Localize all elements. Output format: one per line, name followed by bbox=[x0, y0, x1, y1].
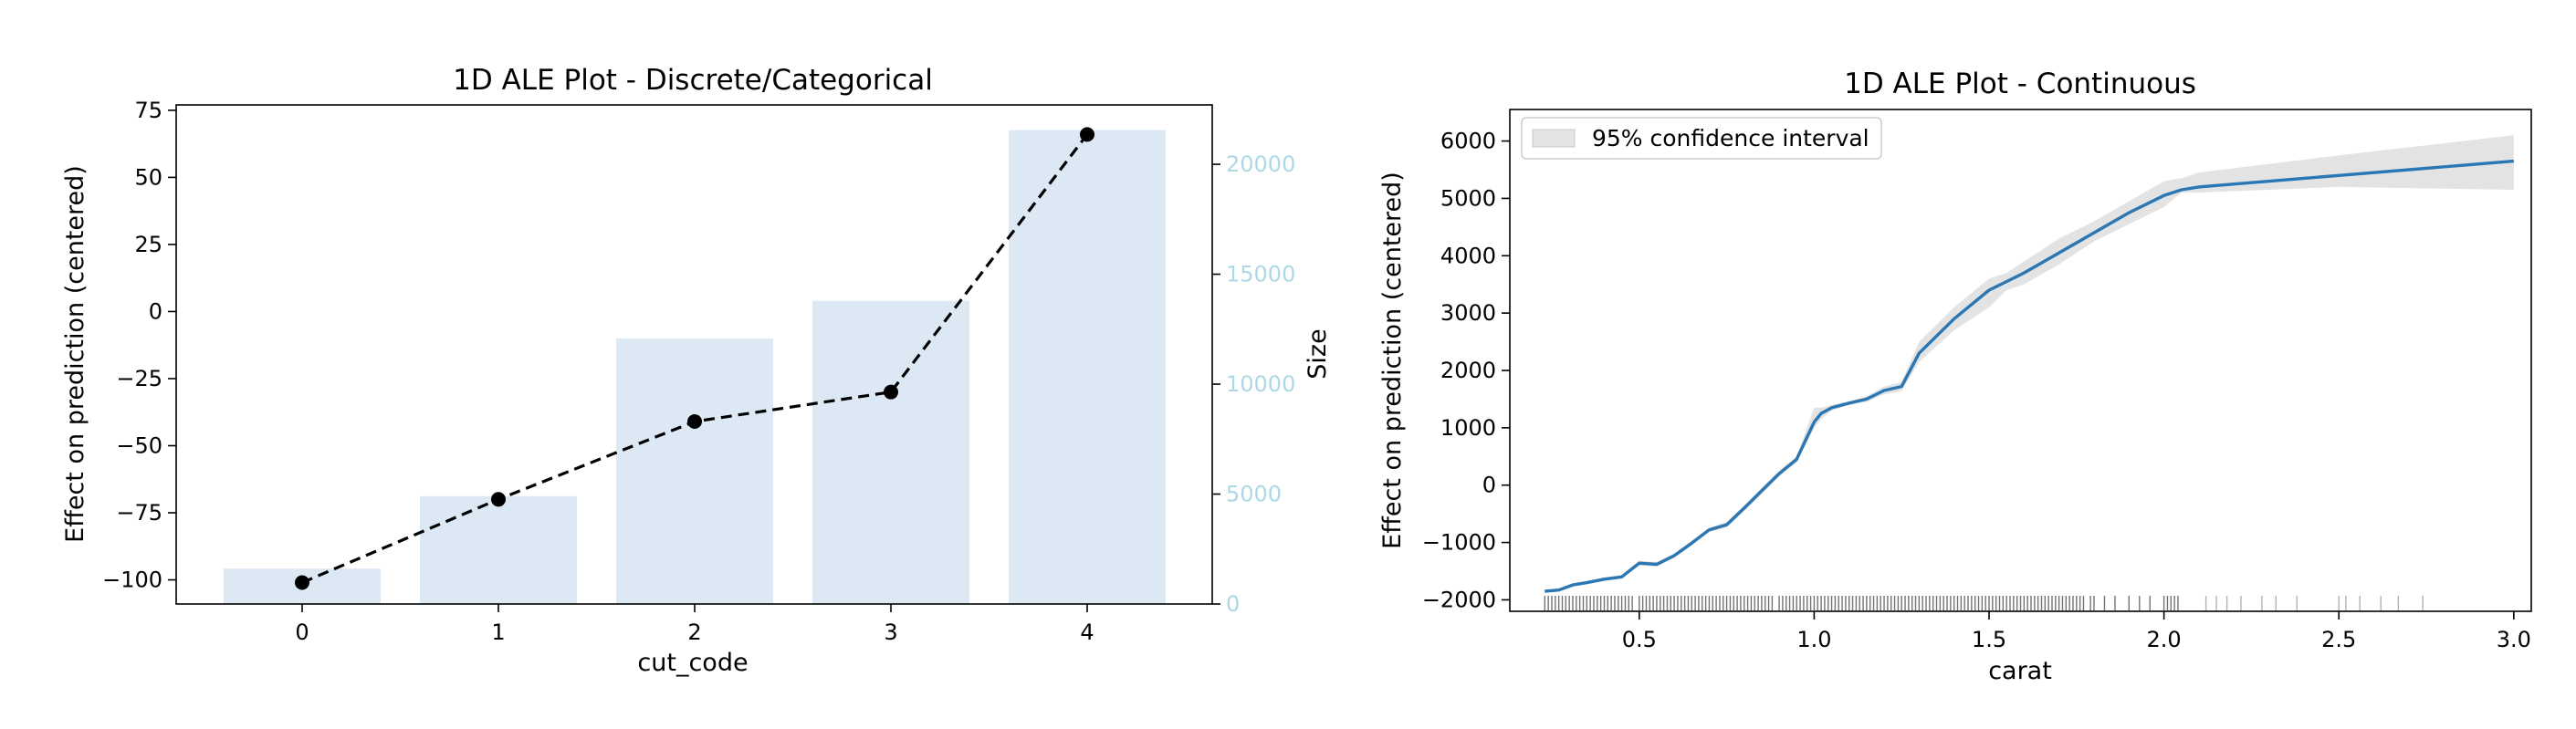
y2tick-label: 0 bbox=[1226, 591, 1240, 617]
xtick-label: 1 bbox=[491, 620, 505, 645]
chart2-frame bbox=[1509, 109, 2532, 612]
ytick-label: 25 bbox=[134, 232, 162, 257]
chart2-confidence-band bbox=[1545, 135, 2514, 593]
bar-4 bbox=[1009, 130, 1166, 604]
ytick-label: −100 bbox=[102, 568, 162, 593]
chart1-y2-ticks: 0 5000 10000 15000 20000 bbox=[1212, 151, 1295, 617]
xtick-label: 1.0 bbox=[1796, 627, 1831, 652]
ytick-label: 6000 bbox=[1440, 129, 1496, 154]
point-3 bbox=[884, 384, 898, 400]
confidence-band bbox=[1545, 135, 2514, 593]
chart2-ylabel: Effect on prediction (centered) bbox=[1378, 172, 1407, 549]
chart1-y2label: Size bbox=[1304, 328, 1332, 379]
ytick-label: 5000 bbox=[1440, 185, 1496, 211]
xtick-label: 3 bbox=[884, 620, 897, 645]
xtick-label: 0.5 bbox=[1622, 627, 1657, 652]
xtick-label: 0 bbox=[295, 620, 309, 645]
ytick-label: 0 bbox=[149, 298, 162, 324]
ytick-label: 50 bbox=[134, 164, 162, 190]
ytick-label: 3000 bbox=[1440, 300, 1496, 326]
chart2-title: 1D ALE Plot - Continuous bbox=[1844, 68, 2196, 100]
xtick-label: 2.5 bbox=[2321, 627, 2356, 652]
chart1-x-ticks: 0 1 2 3 4 bbox=[295, 604, 1094, 645]
point-1 bbox=[491, 492, 506, 507]
xtick-label: 2 bbox=[687, 620, 701, 645]
ytick-label: −1000 bbox=[1422, 530, 1496, 556]
bar-1 bbox=[420, 495, 577, 604]
y2tick-label: 5000 bbox=[1226, 482, 1282, 507]
ytick-label: 0 bbox=[1482, 473, 1496, 498]
chart1-line bbox=[295, 127, 1094, 590]
bar-2 bbox=[616, 338, 773, 604]
chart1-ylabel: Effect on prediction (centered) bbox=[61, 165, 89, 543]
chart1-bars bbox=[224, 130, 1166, 604]
point-0 bbox=[295, 575, 309, 590]
point-2 bbox=[687, 414, 702, 430]
chart-discrete: 1D ALE Plot - Discrete/Categorical 75 50 2… bbox=[61, 64, 1332, 677]
chart2-y-ticks: 6000 5000 4000 3000 2000 1000 0 −1000 −2000 bbox=[1422, 129, 1510, 612]
ytick-label: −2000 bbox=[1422, 587, 1496, 612]
ale-line bbox=[1545, 159, 2514, 593]
point-4 bbox=[1080, 127, 1094, 142]
chart2-legend: 95% confidence interval bbox=[1521, 117, 1882, 160]
chart1-xlabel: cut_code bbox=[637, 649, 748, 677]
xtick-label: 1.5 bbox=[1972, 627, 2006, 652]
legend-label: 95% confidence interval bbox=[1592, 125, 1869, 151]
xtick-label: 4 bbox=[1080, 620, 1094, 645]
bar-3 bbox=[812, 300, 969, 604]
y2tick-label: 20000 bbox=[1226, 151, 1295, 177]
chart2-xlabel: carat bbox=[1988, 657, 2052, 685]
y2tick-label: 10000 bbox=[1226, 371, 1295, 397]
legend-swatch bbox=[1532, 129, 1576, 148]
legend-box bbox=[1521, 117, 1882, 160]
xtick-label: 3.0 bbox=[2497, 627, 2531, 652]
chart2-rug bbox=[1544, 596, 2424, 610]
ytick-label: 75 bbox=[134, 98, 162, 123]
ytick-label: 4000 bbox=[1440, 243, 1496, 268]
chart1-y-ticks: 75 50 25 0 −25 −50 −75 −100 bbox=[102, 98, 176, 593]
ytick-label: 2000 bbox=[1440, 358, 1496, 383]
y2tick-label: 15000 bbox=[1226, 262, 1295, 287]
ytick-label: 1000 bbox=[1440, 415, 1496, 441]
ytick-label: −50 bbox=[116, 432, 162, 458]
ytick-label: −25 bbox=[116, 366, 162, 391]
ytick-label: −75 bbox=[116, 500, 162, 526]
xtick-label: 2.0 bbox=[2147, 627, 2182, 652]
chart2-line bbox=[1545, 159, 2514, 593]
chart-continuous: 1D ALE Plot - Continuous 6000 5000 4000 300… bbox=[1378, 68, 2532, 685]
chart1-title: 1D ALE Plot - Discrete/Categorical bbox=[453, 64, 933, 97]
chart2-x-ticks: 0.5 1.0 1.5 2.0 2.5 3.0 bbox=[1622, 611, 2531, 652]
